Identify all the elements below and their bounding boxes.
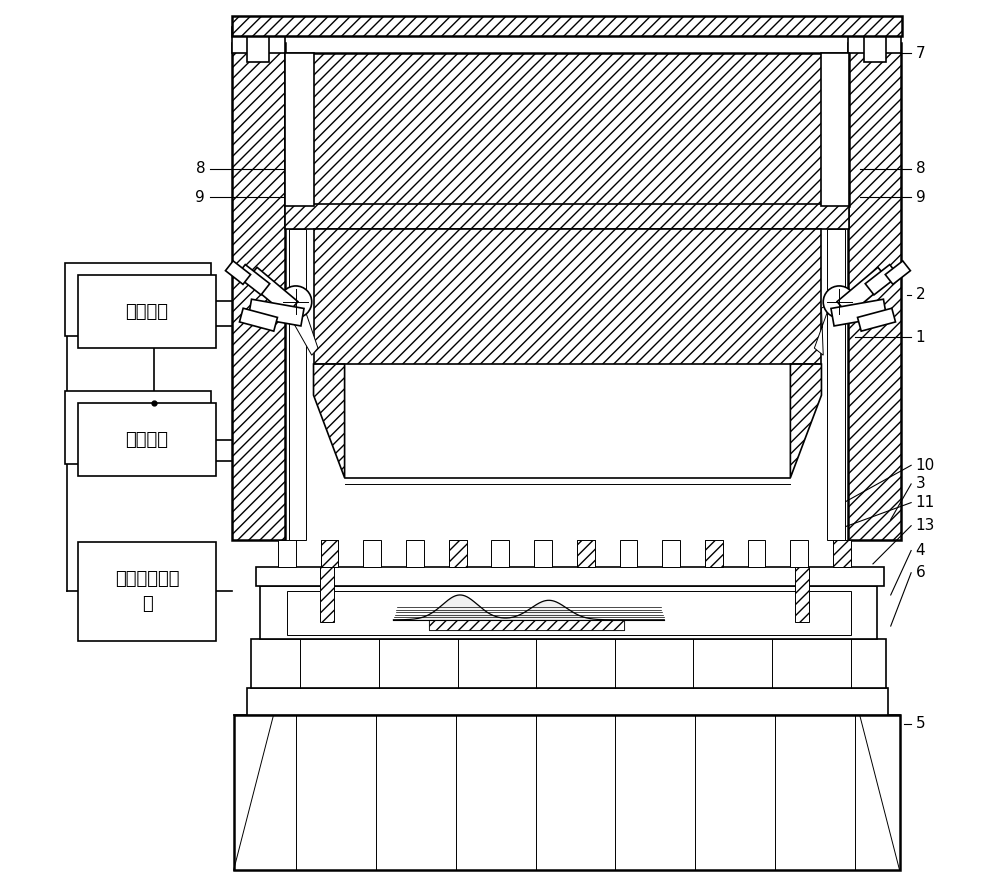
Bar — [285, 53, 849, 206]
Text: 1: 1 — [916, 330, 925, 345]
Bar — [256, 567, 884, 586]
Bar — [232, 27, 285, 53]
Bar — [285, 204, 849, 229]
Bar — [620, 540, 637, 567]
Polygon shape — [837, 267, 889, 315]
Bar — [65, 263, 211, 336]
Polygon shape — [858, 308, 896, 331]
Bar — [577, 540, 595, 567]
Text: 10: 10 — [916, 458, 935, 472]
Polygon shape — [814, 304, 830, 355]
Bar — [260, 586, 877, 639]
Bar — [449, 540, 467, 567]
Polygon shape — [885, 261, 910, 284]
Bar — [662, 540, 680, 567]
Bar — [705, 540, 723, 567]
Bar — [320, 567, 334, 622]
Text: 4: 4 — [916, 543, 925, 558]
Polygon shape — [237, 265, 270, 295]
Polygon shape — [246, 267, 298, 315]
Bar — [864, 18, 886, 62]
Polygon shape — [865, 265, 898, 295]
Bar — [78, 542, 216, 641]
Text: 9: 9 — [916, 190, 925, 204]
Text: 9: 9 — [195, 190, 205, 204]
Circle shape — [823, 286, 855, 318]
Bar — [232, 16, 902, 36]
Polygon shape — [285, 304, 318, 355]
Bar — [321, 540, 338, 567]
Polygon shape — [239, 308, 277, 331]
Bar — [848, 27, 901, 53]
Text: 液压系统: 液压系统 — [126, 303, 169, 321]
Bar — [790, 540, 808, 567]
Bar — [429, 620, 624, 630]
Text: 注水、增压系
统: 注水、增压系 统 — [115, 570, 179, 613]
Circle shape — [280, 286, 312, 318]
Bar — [449, 540, 467, 567]
Bar — [285, 53, 314, 206]
Bar — [78, 275, 216, 348]
Bar — [705, 540, 723, 567]
Bar — [251, 639, 886, 688]
Polygon shape — [248, 299, 304, 326]
Bar — [78, 403, 216, 476]
Bar — [491, 540, 509, 567]
Polygon shape — [831, 299, 887, 326]
Text: 7: 7 — [916, 46, 925, 60]
Bar — [848, 43, 901, 540]
Text: 电控系统: 电控系统 — [126, 431, 169, 448]
Bar — [234, 715, 900, 870]
Bar — [534, 540, 552, 567]
Bar — [833, 540, 851, 567]
Bar — [833, 540, 851, 567]
Bar — [289, 229, 306, 540]
Bar — [314, 229, 821, 364]
Bar — [65, 391, 211, 464]
Bar — [321, 540, 338, 567]
Polygon shape — [790, 364, 821, 478]
Text: 8: 8 — [196, 162, 205, 176]
Bar — [278, 540, 296, 567]
Bar — [247, 688, 888, 715]
Bar — [821, 53, 849, 206]
Text: 11: 11 — [916, 496, 935, 510]
Bar — [406, 540, 424, 567]
Text: 5: 5 — [916, 717, 925, 731]
Polygon shape — [225, 261, 251, 284]
Bar — [287, 591, 851, 635]
Bar — [827, 229, 845, 540]
Bar — [577, 540, 595, 567]
Text: 2: 2 — [916, 288, 925, 302]
Bar — [795, 567, 809, 622]
Text: 8: 8 — [916, 162, 925, 176]
Polygon shape — [314, 364, 345, 478]
Text: 6: 6 — [916, 566, 925, 580]
Bar — [363, 540, 381, 567]
Bar — [247, 18, 269, 62]
Text: 13: 13 — [916, 519, 935, 533]
Text: 3: 3 — [916, 477, 925, 491]
Bar — [429, 620, 624, 630]
Bar — [748, 540, 765, 567]
Bar — [232, 43, 285, 540]
